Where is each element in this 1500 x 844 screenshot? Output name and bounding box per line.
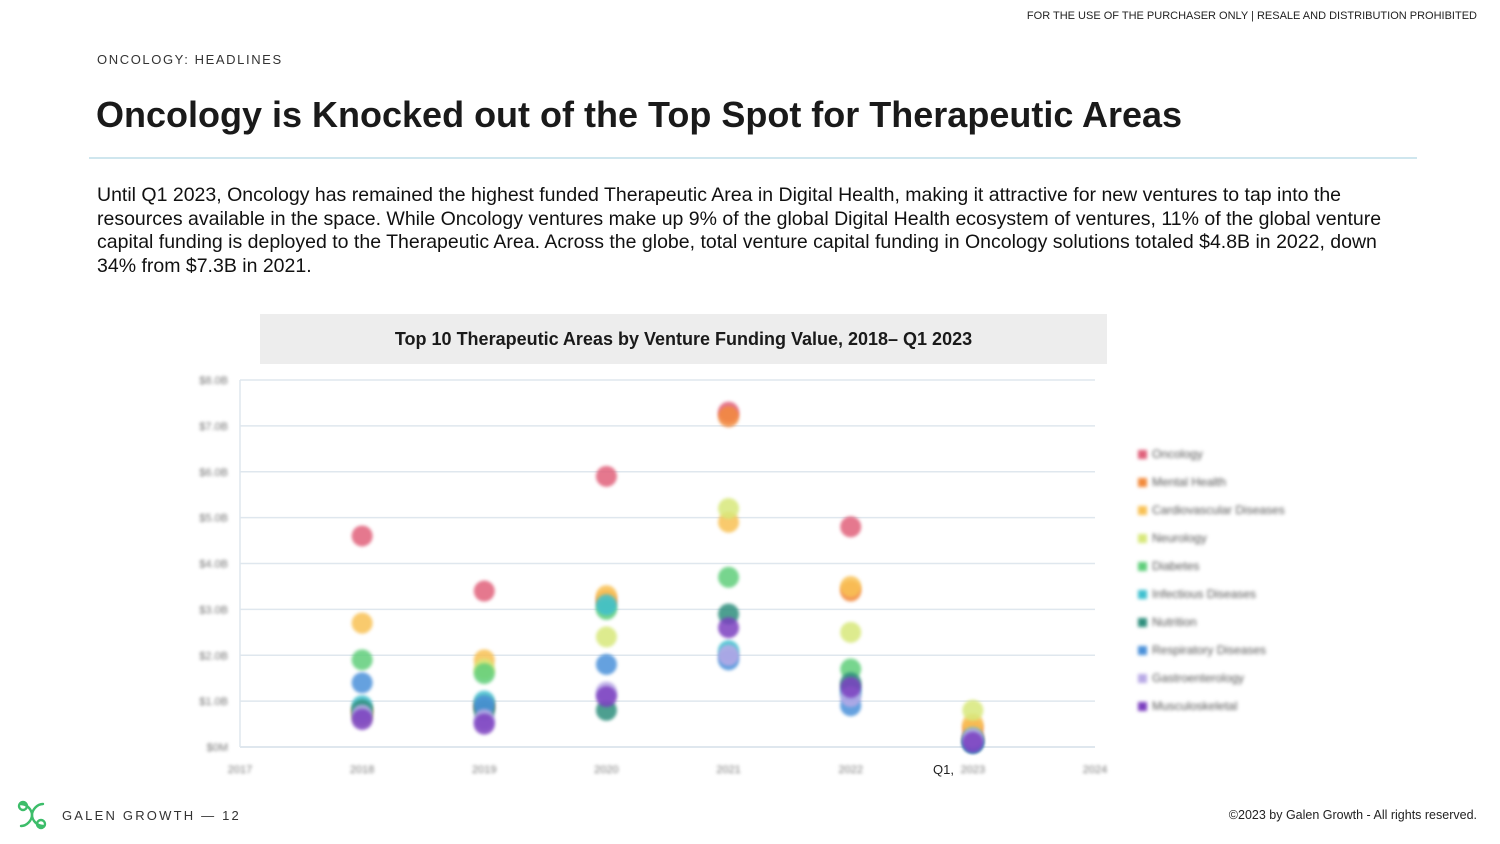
legend-swatch [1138,701,1147,711]
legend-label: Oncology [1152,447,1203,461]
y-tick-label: $7.0B [199,421,228,433]
data-point [962,731,984,753]
x-tick-label: 2018 [350,764,374,776]
legend-swatch [1138,673,1147,683]
legend-label: Nutrition [1152,615,1197,629]
legend-swatch [1138,589,1147,599]
legend-swatch [1138,449,1147,459]
title-divider [89,157,1417,159]
data-point [595,465,617,487]
data-point [962,699,984,721]
legend-label: Gastroenterology [1152,671,1245,685]
data-point [840,575,862,597]
x-tick-label: 2019 [472,764,496,776]
y-tick-label: $6.0B [199,467,228,479]
data-point [718,644,740,666]
legend-label: Neurology [1152,531,1207,545]
q1-annotation: Q1, [933,762,954,777]
legend-item: Musculoskeletal [1138,692,1285,720]
legend-item: Oncology [1138,440,1285,468]
x-tick-label: 2021 [716,764,740,776]
legend-label: Musculoskeletal [1152,699,1238,713]
data-point [351,708,373,730]
data-point [595,686,617,708]
legend-swatch [1138,561,1147,571]
y-tick-label: $3.0B [199,604,228,616]
distribution-notice: FOR THE USE OF THE PURCHASER ONLY | RESA… [1026,10,1477,22]
section-label: ONCOLOGY: HEADLINES [97,52,283,67]
legend-label: Cardiovascular Diseases [1152,503,1285,517]
data-point [473,580,495,602]
legend-item: Diabetes [1138,552,1285,580]
legend-item: Neurology [1138,524,1285,552]
legend-item: Respiratory Diseases [1138,636,1285,664]
data-point [351,672,373,694]
y-tick-label: $2.0B [199,650,228,662]
y-tick-label: $8.0B [199,375,228,387]
x-tick-label: 2022 [838,764,862,776]
data-point [473,713,495,735]
y-tick-label: $0M [207,742,228,754]
page-title: Oncology is Knocked out of the Top Spot … [96,94,1183,135]
data-point [351,649,373,671]
legend-item: Nutrition [1138,608,1285,636]
y-tick-label: $1.0B [199,696,228,708]
x-tick-label: 2020 [594,764,618,776]
footer-copyright: ©2023 by Galen Growth - All rights reser… [1228,808,1477,822]
legend-item: Mental Health [1138,468,1285,496]
y-tick-label: $4.0B [199,559,228,571]
legend-item: Infectious Diseases [1138,580,1285,608]
legend-item: Gastroenterology [1138,664,1285,692]
body-paragraph: Until Q1 2023, Oncology has remained the… [97,184,1382,277]
data-point [351,525,373,547]
legend-label: Infectious Diseases [1152,587,1257,601]
legend-label: Diabetes [1152,559,1200,573]
legend-label: Mental Health [1152,475,1227,489]
legend-swatch [1138,617,1147,627]
legend-swatch [1138,645,1147,655]
scatter-chart: $0M $1.0B $2.0B $3.0B $4.0B $5.0B $6.0B $7.0B $8… [199,375,1107,776]
data-point [473,663,495,685]
data-point [840,676,862,698]
legend-label: Respiratory Diseases [1152,643,1267,657]
x-tick-label: 2024 [1083,764,1107,776]
data-point [718,406,740,428]
data-point [595,594,617,616]
data-point [840,516,862,538]
chart-legend: Oncology Mental Health Cardiovascular Dise… [1138,440,1285,720]
y-tick-label: $5.0B [199,513,228,525]
data-point [595,653,617,675]
x-tick-label: 2017 [228,764,252,776]
legend-item: Cardiovascular Diseases [1138,496,1285,524]
legend-swatch [1138,505,1147,515]
data-point [840,621,862,643]
footer-brand: GALEN GROWTH — 12 [62,808,241,823]
data-point [351,612,373,634]
chart-title: Top 10 Therapeutic Areas by Venture Fund… [260,314,1107,364]
data-point [718,566,740,588]
x-tick-label: 2023 [961,764,985,776]
legend-swatch [1138,533,1147,543]
data-point [595,626,617,648]
data-point [718,497,740,519]
galen-growth-logo-icon [17,800,47,830]
legend-swatch [1138,477,1147,487]
data-point [718,617,740,639]
